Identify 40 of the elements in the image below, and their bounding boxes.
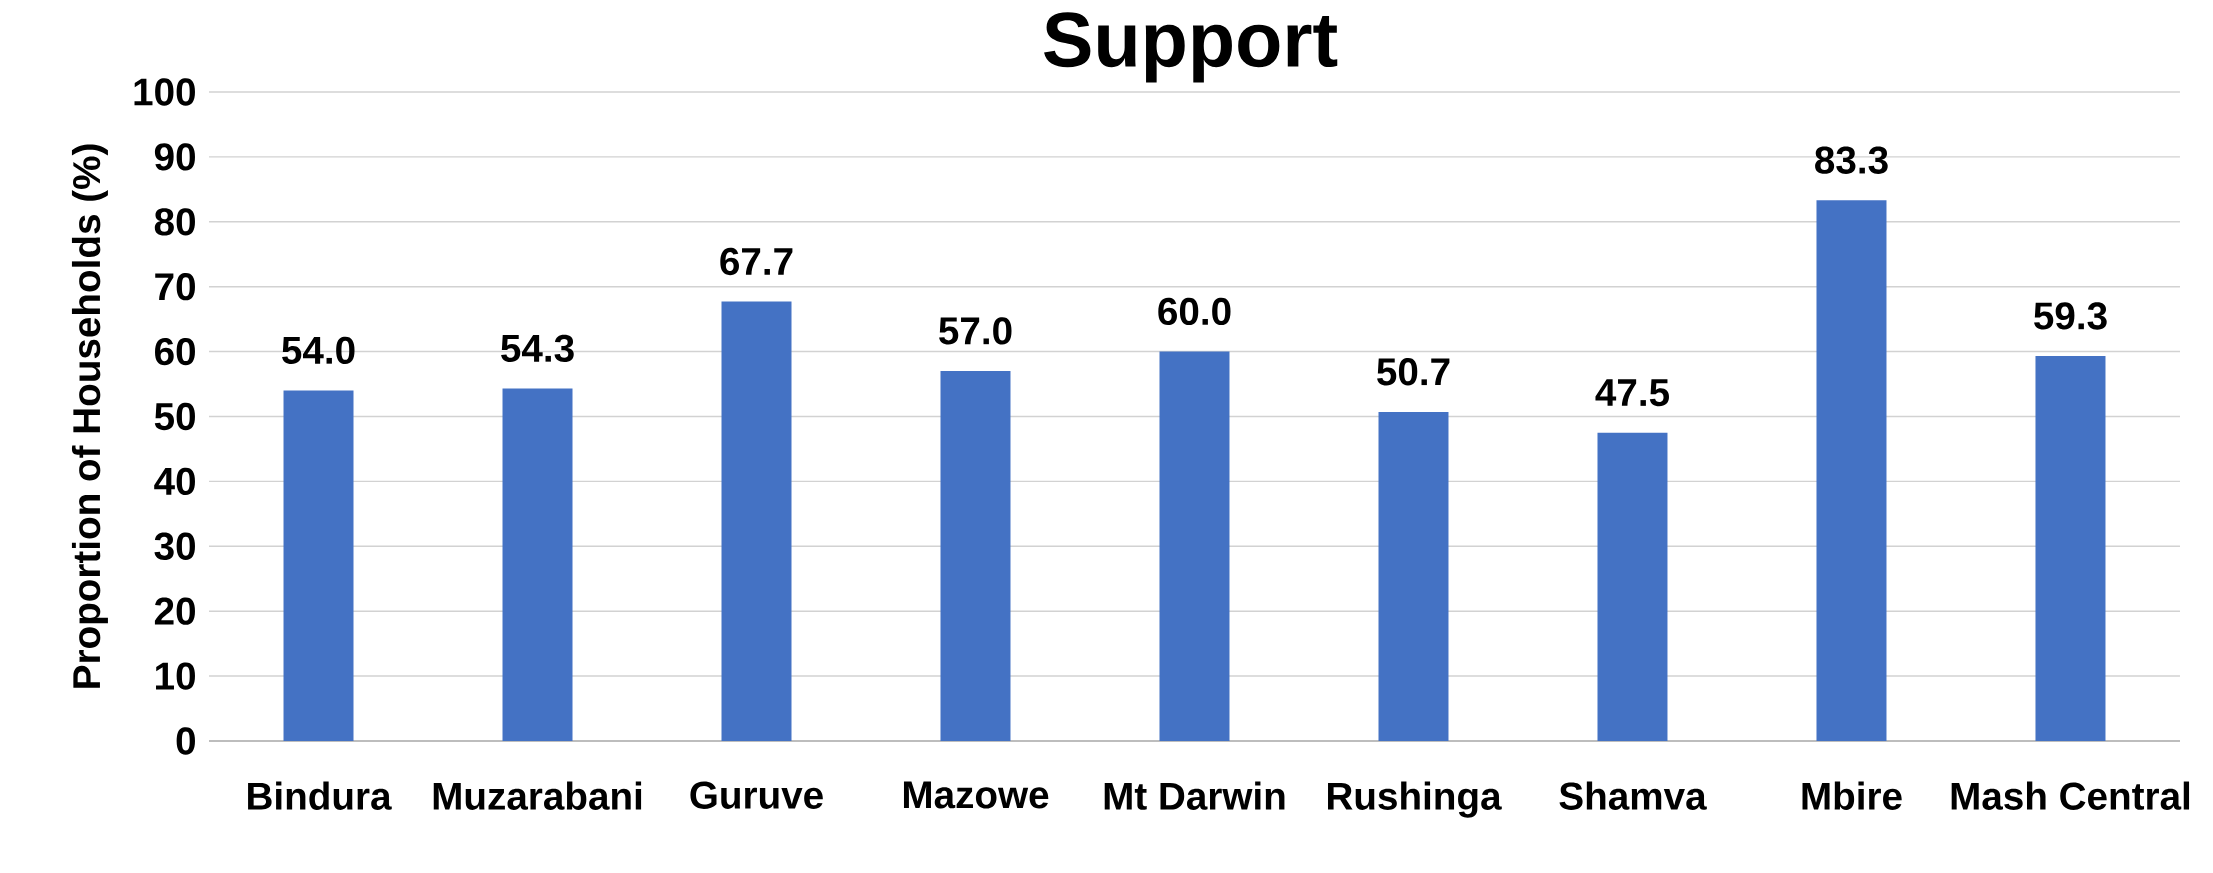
bar xyxy=(1816,200,1887,741)
y-tick-label: 70 xyxy=(155,273,195,301)
y-tick-label: 80 xyxy=(154,208,195,236)
y-tick-label: 30 xyxy=(154,532,195,561)
data-label: 60.0 xyxy=(1158,297,1231,326)
bar xyxy=(502,388,573,741)
data-label: 47.5 xyxy=(1595,379,1669,407)
x-tick-label: Bindura xyxy=(248,781,392,810)
y-tick-label: 60 xyxy=(155,337,195,366)
bar xyxy=(2035,356,2106,741)
bar xyxy=(283,390,354,741)
y-tick-label: 100 xyxy=(134,78,195,106)
x-tick-label: Muzarabani xyxy=(433,781,642,810)
x-tick-label: Shamva xyxy=(1559,781,1707,810)
y-tick-label: 40 xyxy=(154,467,195,496)
chart-title: Support xyxy=(1044,12,1338,83)
data-label: 57.0 xyxy=(939,317,1012,345)
x-tick-label: Mash Central xyxy=(1951,781,2190,810)
y-axis-title: Proportion of Households (%) xyxy=(71,144,108,688)
data-label: 50.7 xyxy=(1377,358,1450,386)
data-label: 59.3 xyxy=(2034,302,2107,330)
bar xyxy=(721,301,792,741)
x-tick-label: Rushinga xyxy=(1328,781,1502,818)
data-label: 83.3 xyxy=(1815,146,1888,174)
data-label: 54.0 xyxy=(282,336,355,365)
x-tick-label: Mbire xyxy=(1802,781,1902,810)
x-tick-label: Mazowe xyxy=(903,781,1049,809)
bar xyxy=(1597,432,1668,741)
y-tick-label: 20 xyxy=(154,597,195,625)
bar xyxy=(1378,411,1449,741)
data-label: 54.3 xyxy=(501,334,574,363)
y-tick-label: 10 xyxy=(156,662,195,690)
x-tick-label: Guruve xyxy=(690,781,823,809)
x-tick-label: Mt Darwin xyxy=(1104,781,1285,810)
bar xyxy=(1159,351,1230,741)
y-tick-label: 0 xyxy=(176,727,195,755)
y-tick-label: 50 xyxy=(154,402,195,431)
bar xyxy=(940,371,1011,741)
data-label: 67.7 xyxy=(720,247,793,276)
y-tick-label: 90 xyxy=(154,143,195,171)
